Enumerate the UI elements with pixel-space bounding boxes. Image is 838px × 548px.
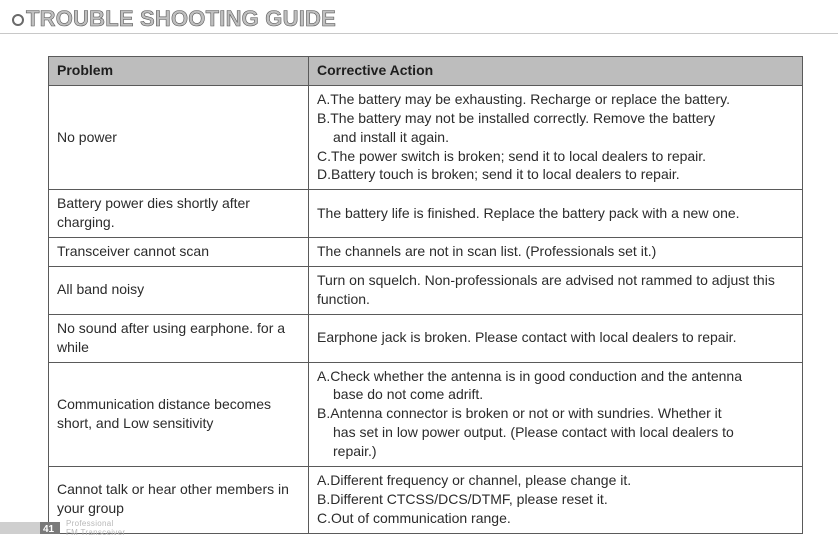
cell-action: The battery life is finished. Replace th… (309, 190, 803, 238)
table-row: No sound after using earphone. for a whi… (49, 314, 803, 362)
footer-line2: FM Transceiver (66, 528, 125, 537)
action-line: B.Different CTCSS/DCS/DTMF, please reset… (317, 490, 794, 509)
heading-underline (0, 33, 838, 34)
cell-problem: Battery power dies shortly after chargin… (49, 190, 309, 238)
table-header-row: Problem Corrective Action (49, 57, 803, 86)
action-line: has set in low power output. (Please con… (317, 423, 794, 442)
table-row: Cannot talk or hear other members in you… (49, 467, 803, 534)
page-title: TROUBLE SHOOTING GUIDE (26, 6, 336, 32)
action-line: C.The power switch is broken; send it to… (317, 147, 794, 166)
action-line: A.Different frequency or channel, please… (317, 471, 794, 490)
col-header-problem: Problem (49, 57, 309, 86)
action-line: B.Antenna connector is broken or not or … (317, 404, 794, 423)
cell-problem: No sound after using earphone. for a whi… (49, 314, 309, 362)
cell-action: A.Different frequency or channel, please… (309, 467, 803, 534)
col-header-action: Corrective Action (309, 57, 803, 86)
cell-action: A.The battery may be exhausting. Recharg… (309, 85, 803, 189)
page-root: TROUBLE SHOOTING GUIDE Problem Correctiv… (0, 0, 838, 548)
table-row: Communication distance becomes short, an… (49, 362, 803, 466)
table-row: Transceiver cannot scan The channels are… (49, 238, 803, 267)
table-row: Battery power dies shortly after chargin… (49, 190, 803, 238)
table-row: All band noisy Turn on squelch. Non-prof… (49, 267, 803, 315)
footer-line1: Professional (66, 519, 114, 528)
action-line: repair.) (317, 442, 794, 461)
heading-bullet-icon (12, 14, 24, 26)
action-line: B.The battery may not be installed corre… (317, 109, 794, 128)
cell-action: Earphone jack is broken. Please contact … (309, 314, 803, 362)
page-number: 41 (43, 524, 54, 535)
cell-action: The channels are not in scan list. (Prof… (309, 238, 803, 267)
table: Problem Corrective Action No power A.The… (48, 56, 803, 534)
cell-problem: Transceiver cannot scan (49, 238, 309, 267)
action-line: and install it again. (317, 128, 794, 147)
action-line: D.Battery touch is broken; send it to lo… (317, 165, 794, 184)
action-line: C.Out of communication range. (317, 509, 794, 528)
cell-problem: Communication distance becomes short, an… (49, 362, 309, 466)
table-row: No power A.The battery may be exhausting… (49, 85, 803, 189)
cell-action: Turn on squelch. Non-professionals are a… (309, 267, 803, 315)
action-line: A.The battery may be exhausting. Recharg… (317, 90, 794, 109)
cell-problem: No power (49, 85, 309, 189)
troubleshooting-table: Problem Corrective Action No power A.The… (48, 56, 802, 534)
action-line: base do not come adrift. (317, 385, 794, 404)
cell-action: A.Check whether the antenna is in good c… (309, 362, 803, 466)
footer-text: Professional FM Transceiver (66, 520, 125, 538)
cell-problem: All band noisy (49, 267, 309, 315)
action-line: A.Check whether the antenna is in good c… (317, 367, 794, 386)
